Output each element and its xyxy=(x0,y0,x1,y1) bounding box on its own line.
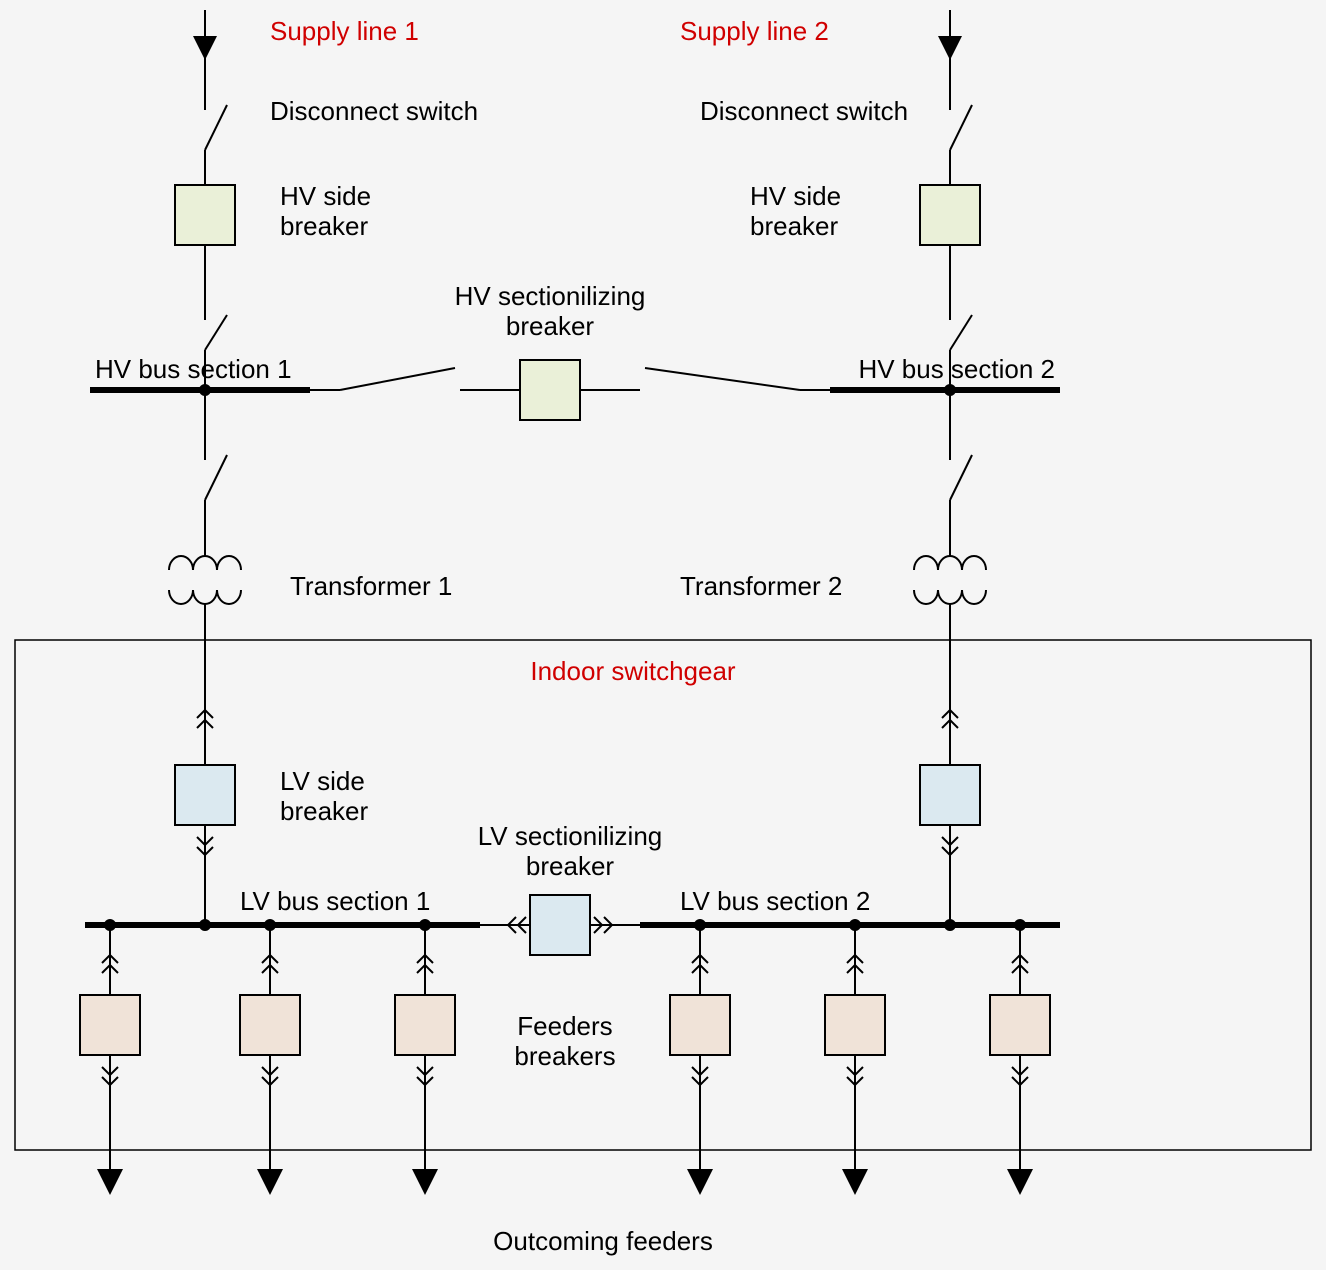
supply-line-1-label: Supply line 1 xyxy=(270,16,419,46)
feeder-breaker xyxy=(670,995,730,1055)
lv-side-breaker xyxy=(175,765,235,825)
lv-side-breaker xyxy=(920,765,980,825)
hv-side-breaker-label: breaker xyxy=(750,211,838,241)
lv-bus-section-2-label: LV bus section 2 xyxy=(680,886,870,916)
hv-side-breaker xyxy=(920,185,980,245)
transformer-2-label: Transformer 2 xyxy=(680,571,842,601)
hv-sectionalizing-breaker xyxy=(520,360,580,420)
transformer-1-label: Transformer 1 xyxy=(290,571,452,601)
hv-side-breaker xyxy=(175,185,235,245)
hv-sectionalizing-breaker-label: HV sectionilizing xyxy=(455,281,646,311)
feeders-breakers-label: Feeders xyxy=(517,1011,612,1041)
arrow-down-icon xyxy=(97,1169,123,1195)
hv-side-breaker-label: breaker xyxy=(280,211,368,241)
hv-bus-section-1-label: HV bus section 1 xyxy=(95,354,292,384)
feeder-breaker xyxy=(395,995,455,1055)
hv-bus-section-2-label: HV bus section 2 xyxy=(858,354,1055,384)
feeder-breaker xyxy=(825,995,885,1055)
supply-line-2-label: Supply line 2 xyxy=(680,16,829,46)
arrow-down-icon xyxy=(257,1169,283,1195)
single-line-diagram: Supply line 1 Supply line 2 Disconnect swi… xyxy=(0,0,1326,1270)
transformer-icon xyxy=(169,556,241,604)
indoor-switchgear-box xyxy=(15,640,1311,1150)
feeder-breaker xyxy=(240,995,300,1055)
lv-side-breaker-label: LV side xyxy=(280,766,365,796)
lv-sectionalizing-breaker-label: LV sectionilizing xyxy=(478,821,663,851)
lv-bus-section-1-label: LV bus section 1 xyxy=(240,886,430,916)
outcoming-feeders-label: Outcoming feeders xyxy=(493,1226,713,1256)
arrow-down-icon xyxy=(842,1169,868,1195)
disconnect-switch-label: Disconnect switch xyxy=(270,96,478,126)
hv-sectionalizing-breaker-label: breaker xyxy=(506,311,594,341)
indoor-switchgear-label: Indoor switchgear xyxy=(530,656,736,686)
lv-sectionalizing-breaker xyxy=(530,895,590,955)
hv-side-breaker-label: HV side xyxy=(280,181,371,211)
transformer-icon xyxy=(914,556,986,604)
arrow-down-icon xyxy=(412,1169,438,1195)
feeder-breaker xyxy=(80,995,140,1055)
lv-sectionalizing-breaker-label: breaker xyxy=(526,851,614,881)
disconnect-switch-label: Disconnect switch xyxy=(700,96,908,126)
hv-side-breaker-label: HV side xyxy=(750,181,841,211)
arrow-down-icon xyxy=(687,1169,713,1195)
lv-side-breaker-label: breaker xyxy=(280,796,368,826)
feeder-breaker xyxy=(990,995,1050,1055)
feeders-breakers-label: breakers xyxy=(514,1041,615,1071)
arrow-down-icon xyxy=(1007,1169,1033,1195)
